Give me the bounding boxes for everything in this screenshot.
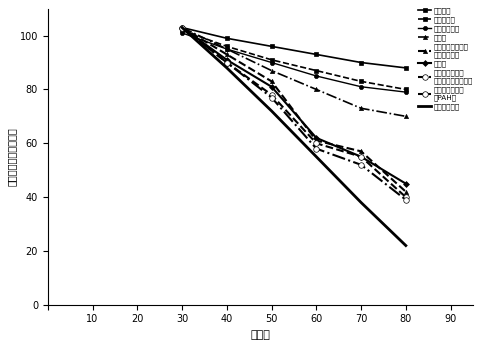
Line: 基礎代謝率: 基礎代謝率 [180, 28, 408, 92]
肺活量 [179, 25, 185, 29]
肺活量 [224, 58, 230, 62]
標準賢血漿流量
（PAH） [269, 95, 275, 100]
細胞内水分量 [224, 47, 230, 51]
心係数 [269, 68, 275, 73]
基礎代謝率 [269, 58, 275, 62]
肺活量 [358, 155, 364, 159]
基礎代謝率 [403, 87, 408, 92]
Line: 最大呂吸容量: 最大呂吸容量 [182, 27, 406, 246]
最大呂吸容量 [313, 155, 319, 159]
最大呂吸容量 [403, 244, 408, 248]
伝導速度 [358, 60, 364, 65]
標準賢血漿流量
（ダイオドラスト） [224, 60, 230, 65]
標準糸球体瀧過率
（イヌリン） [403, 190, 408, 194]
細胞内水分量 [179, 31, 185, 35]
標準賢血漿流量
（ダイオドラスト） [269, 93, 275, 97]
Line: 標準賢血漿流量
（ダイオドラスト）: 標準賢血漿流量 （ダイオドラスト） [180, 25, 408, 200]
標準賢血漿流量
（ダイオドラスト） [358, 155, 364, 159]
X-axis label: 年　齢: 年 齢 [251, 330, 270, 340]
最大呂吸容量 [179, 25, 185, 29]
Line: 心係数: 心係数 [180, 25, 408, 118]
基礎代謝率 [358, 79, 364, 83]
標準賢血漿流量
（ダイオドラスト） [313, 141, 319, 145]
細胞内水分量 [313, 74, 319, 78]
伝導速度 [313, 52, 319, 57]
標準賢血漿流量
（PAH） [313, 146, 319, 151]
標準糸球体瀧過率
（イヌリン） [179, 25, 185, 29]
Line: 標準賢血漿流量
（PAH）: 標準賢血漿流量 （PAH） [180, 25, 408, 203]
伝導速度 [179, 25, 185, 29]
心係数 [358, 106, 364, 110]
標準糸球体瀧過率
（イヌリン） [224, 52, 230, 57]
肺活量 [269, 85, 275, 89]
細胞内水分量 [403, 90, 408, 94]
標準糸球体瀧過率
（イヌリン） [358, 149, 364, 153]
最大呂吸容量 [269, 109, 275, 113]
細胞内水分量 [269, 60, 275, 65]
標準賢血漿流量
（PAH） [179, 25, 185, 29]
標準賢血漿流量
（PAH） [224, 60, 230, 65]
標準糸球体瀧過率
（イヌリン） [269, 79, 275, 83]
Line: 細胞内水分量: 細胞内水分量 [180, 31, 408, 94]
肺活量 [313, 136, 319, 140]
標準賢血漿流量
（PAH） [358, 163, 364, 167]
基礎代謝率 [224, 44, 230, 49]
標準賢血漿流量
（PAH） [403, 198, 408, 202]
基礎代謝率 [313, 68, 319, 73]
伝導速度 [224, 36, 230, 40]
伝導速度 [403, 66, 408, 70]
心係数 [179, 25, 185, 29]
Y-axis label: 残存百分率（平均値）: 残存百分率（平均値） [7, 127, 17, 186]
Legend: 伝導速度, 基礎代謝率, 細胞内水分量, 心係数, 標準糸球体瀧過率
（イヌリン）, 肺活量, 標準賢血漿流量
（ダイオドラスト）, 標準賢血漿流量
（PAH）: 伝導速度, 基礎代謝率, 細胞内水分量, 心係数, 標準糸球体瀧過率 （イヌリン… [418, 6, 474, 111]
標準賢血漿流量
（ダイオドラスト） [179, 25, 185, 29]
Line: 肺活量: 肺活量 [180, 25, 408, 186]
標準糸球体瀧過率
（イヌリン） [313, 138, 319, 143]
心係数 [313, 87, 319, 92]
最大呂吸容量 [224, 66, 230, 70]
標準賢血漿流量
（ダイオドラスト） [403, 195, 408, 199]
心係数 [403, 114, 408, 118]
伝導速度 [269, 44, 275, 49]
細胞内水分量 [358, 85, 364, 89]
Line: 標準糸球体瀧過率
（イヌリン）: 標準糸球体瀧過率 （イヌリン） [180, 25, 408, 194]
基礎代謝率 [179, 28, 185, 32]
最大呂吸容量 [358, 201, 364, 205]
Line: 伝導速度: 伝導速度 [180, 25, 408, 70]
肺活量 [403, 181, 408, 186]
心係数 [224, 47, 230, 51]
